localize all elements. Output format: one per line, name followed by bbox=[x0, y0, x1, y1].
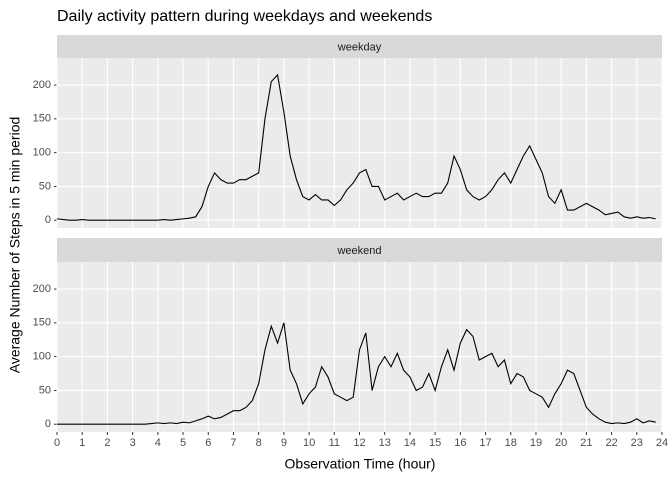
x-tick-label: 23 bbox=[631, 437, 643, 449]
x-tick-label: 14 bbox=[404, 437, 416, 449]
x-tick-label: 3 bbox=[130, 437, 136, 449]
x-axis-title: Observation Time (hour) bbox=[285, 456, 436, 472]
x-tick-label: 2 bbox=[104, 437, 110, 449]
x-tick-label: 21 bbox=[580, 437, 592, 449]
x-tick-label: 16 bbox=[454, 437, 466, 449]
x-tick-label: 8 bbox=[256, 437, 262, 449]
y-tick-label: 150 bbox=[33, 113, 51, 125]
x-tick-label: 4 bbox=[155, 437, 161, 449]
x-tick-label: 9 bbox=[281, 437, 287, 449]
chart-title: Daily activity pattern during weekdays a… bbox=[57, 8, 432, 25]
data-line bbox=[56, 73, 656, 221]
x-tick-label: 11 bbox=[329, 437, 340, 449]
x-tick-label: 24 bbox=[656, 437, 668, 449]
x-tick-label: 22 bbox=[605, 437, 617, 449]
y-tick-label: 150 bbox=[33, 317, 51, 329]
x-tick-label: 1 bbox=[79, 437, 85, 449]
y-tick-label: 0 bbox=[45, 418, 51, 430]
x-tick-label: 17 bbox=[479, 437, 491, 449]
data-line bbox=[57, 322, 656, 425]
x-tick-label: 13 bbox=[379, 437, 391, 449]
y-tick-label: 50 bbox=[39, 384, 51, 396]
x-tick-label: 7 bbox=[230, 437, 236, 449]
y-tick-label: 50 bbox=[39, 180, 51, 192]
facet-label: weekday bbox=[337, 41, 382, 53]
y-tick-label: 200 bbox=[33, 283, 51, 295]
y-tick-label: 100 bbox=[33, 147, 51, 159]
x-tick-label: 0 bbox=[54, 437, 60, 449]
x-tick-label: 19 bbox=[530, 437, 542, 449]
x-tick-label: 20 bbox=[555, 437, 567, 449]
x-tick-label: 15 bbox=[429, 437, 441, 449]
y-tick-label: 200 bbox=[33, 79, 51, 91]
y-tick-label: 100 bbox=[33, 351, 51, 363]
x-tick-label: 12 bbox=[353, 437, 365, 449]
x-tick-label: 6 bbox=[205, 437, 211, 449]
x-tick-label: 18 bbox=[505, 437, 517, 449]
x-tick-label: 10 bbox=[303, 437, 315, 449]
facet-strip bbox=[57, 238, 662, 262]
y-tick-label: 0 bbox=[45, 214, 51, 226]
facet-label: weekend bbox=[336, 245, 381, 257]
x-tick-label: 5 bbox=[180, 437, 186, 449]
y-axis-title: Average Number of Steps in 5 min period bbox=[7, 117, 23, 374]
facet-strip bbox=[57, 35, 662, 58]
